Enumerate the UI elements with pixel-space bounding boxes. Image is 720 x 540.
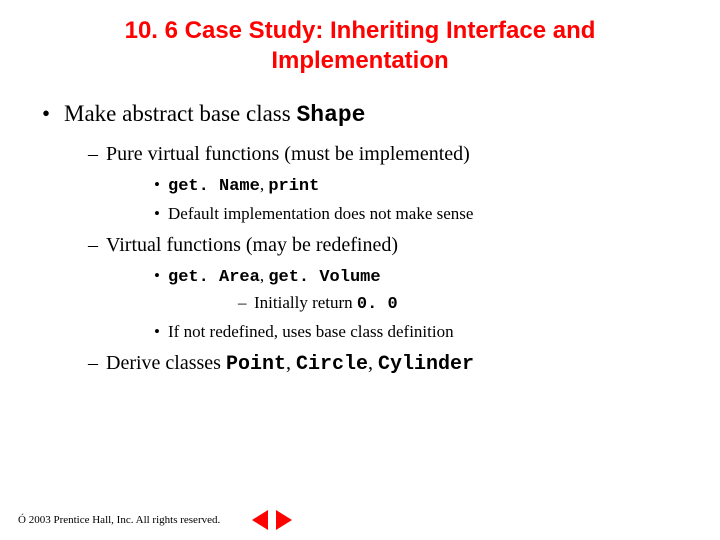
list-item: Initially return 0. 0 [168,292,680,317]
text: Virtual functions (may be redefined) [106,234,398,256]
title-line-1: 10. 6 Case Study: Inheriting Interface a… [125,17,596,44]
copyright-text: 2003 Prentice Hall, Inc. All rights rese… [26,514,220,526]
code-getname: get. Name [168,177,260,196]
text: Make abstract base class [64,101,296,126]
nav-arrows [252,510,292,530]
list-item: If not redefined, uses base class defini… [106,321,680,344]
slide-title: 10. 6 Case Study: Inheriting Interface a… [40,16,680,76]
code-cylinder: Cylinder [378,353,474,376]
list-item: Default implementation does not make sen… [106,203,680,226]
text: , [368,352,378,374]
text: , [286,352,296,374]
list-item: Make abstract base class Shape Pure virt… [40,98,680,378]
code-shape: Shape [296,102,365,128]
prev-arrow-icon[interactable] [252,510,268,530]
copyright-footer: Ó 2003 Prentice Hall, Inc. All rights re… [18,514,220,526]
title-line-2: Implementation [271,47,448,74]
copyright-symbol: Ó [18,514,26,526]
next-arrow-icon[interactable] [276,510,292,530]
bullet-list-level3: get. Area, get. Volume Initially return … [106,265,680,344]
bullet-list-level3: get. Name, print Default implementation … [106,174,680,226]
code-point: Point [226,353,286,376]
bullet-list-level4: Initially return 0. 0 [168,292,680,317]
list-item: Derive classes Point, Circle, Cylinder [64,350,680,378]
code-print: print [268,177,319,196]
text: Default implementation does not make sen… [168,204,473,223]
text: Pure virtual functions (must be implemen… [106,143,470,165]
list-item: Pure virtual functions (must be implemen… [64,141,680,226]
bullet-list-level2: Pure virtual functions (must be implemen… [64,141,680,378]
bullet-list-level1: Make abstract base class Shape Pure virt… [40,98,680,378]
text: Initially return [254,293,357,312]
code-circle: Circle [296,353,368,376]
text: If not redefined, uses base class defini… [168,322,454,341]
slide-body: 10. 6 Case Study: Inheriting Interface a… [0,0,720,378]
code-getarea: get. Area [168,268,260,287]
code-zero: 0. 0 [357,295,398,314]
text: Derive classes [106,352,226,374]
list-item: Virtual functions (may be redefined) get… [64,232,680,344]
list-item: get. Name, print [106,174,680,199]
list-item: get. Area, get. Volume Initially return … [106,265,680,317]
code-getvolume: get. Volume [268,268,380,287]
